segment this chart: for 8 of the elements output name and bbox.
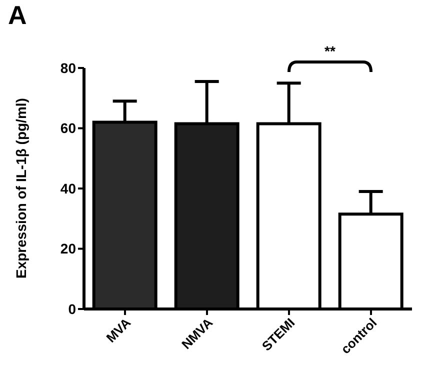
y-tick-label: 20 [60, 240, 76, 257]
y-tick-label: 40 [60, 180, 76, 196]
chart-title: A [8, 0, 27, 31]
text: ** [324, 43, 336, 59]
y-tick-label: 60 [60, 120, 76, 136]
y-tick-label: 80 [60, 60, 76, 76]
y-tick-label: 0 [68, 300, 76, 317]
y-axis-title: Expression of IL-1β (pg/ml) [12, 98, 29, 278]
